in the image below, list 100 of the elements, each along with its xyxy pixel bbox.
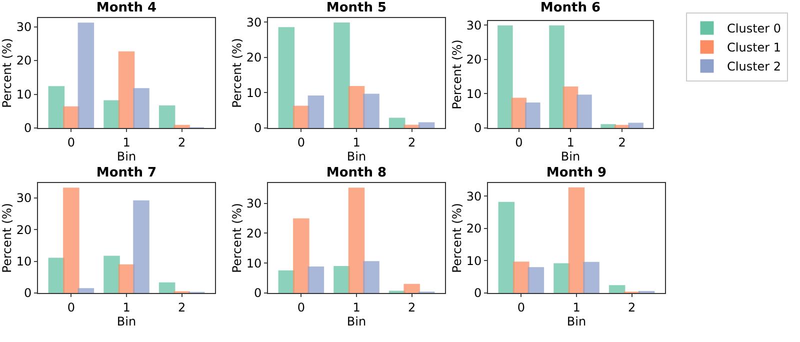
x-tick-label: 2 — [408, 135, 416, 150]
y-tick-label: 10 — [246, 86, 262, 100]
y-tick-label: 20 — [246, 226, 262, 240]
bar — [583, 262, 600, 293]
bar — [568, 187, 585, 293]
x-tick-label: 0 — [517, 300, 526, 314]
bar — [348, 86, 365, 128]
x-tick-label: 2 — [178, 300, 186, 314]
legend-label: Cluster 1 — [727, 40, 782, 55]
y-tick-label: 0 — [474, 286, 482, 300]
x-tick-label: 2 — [618, 135, 626, 150]
bar — [334, 266, 350, 293]
y-tick-label: 0 — [254, 121, 262, 136]
bar — [608, 285, 626, 293]
y-tick-label: 20 — [246, 50, 262, 65]
x-axis-title: Bin — [116, 149, 136, 164]
chart-title: Month 5 — [326, 0, 387, 16]
x-tick-label: 0 — [297, 300, 306, 314]
bar — [293, 218, 310, 293]
y-tick-label: 0 — [24, 121, 32, 136]
bar — [278, 270, 295, 293]
bar — [133, 88, 150, 128]
y-tick-label: 0 — [474, 121, 482, 136]
y-axis-title: Percent (%) — [0, 203, 14, 273]
chart-title: Month 9 — [546, 166, 607, 181]
x-tick-label: 0 — [297, 135, 306, 150]
y-tick-label: 20 — [466, 52, 482, 67]
y-axis-title: Percent (%) — [230, 38, 244, 108]
bar — [600, 124, 616, 128]
bar — [78, 22, 94, 128]
y-axis-title: Percent (%) — [230, 203, 244, 273]
y-tick-label: 10 — [466, 254, 482, 268]
chart-title: Month 6 — [540, 0, 601, 16]
y-tick-label: 20 — [16, 54, 32, 68]
x-tick-label: 1 — [122, 300, 130, 314]
y-tick-label: 30 — [466, 18, 482, 32]
bar — [63, 188, 80, 293]
bar — [174, 124, 190, 128]
bar — [48, 258, 65, 293]
y-tick-label: 30 — [246, 15, 262, 30]
bar — [388, 118, 406, 128]
bar — [293, 106, 310, 128]
y-axis-title: Percent (%) — [450, 203, 464, 273]
bar — [133, 200, 150, 293]
x-tick-label: 2 — [408, 300, 416, 314]
y-tick-label: 10 — [466, 86, 482, 101]
y-tick-label: 30 — [466, 189, 482, 204]
legend-label: Cluster 0 — [727, 22, 782, 36]
x-tick-label: 1 — [352, 135, 360, 150]
y-tick-label: 30 — [16, 20, 32, 34]
bar — [525, 102, 540, 128]
x-tick-label: 1 — [566, 135, 574, 150]
bar — [498, 25, 513, 128]
chart-title: Month 8 — [326, 166, 387, 181]
y-axis-title: Percent (%) — [0, 38, 14, 108]
x-axis-title: Bin — [346, 149, 366, 164]
x-tick-label: 2 — [628, 300, 636, 314]
bar — [576, 94, 592, 128]
bar — [404, 284, 420, 293]
bar — [78, 288, 94, 293]
x-axis-title: Bin — [116, 314, 136, 328]
bar — [158, 282, 176, 293]
bar — [363, 261, 380, 293]
y-tick-label: 10 — [16, 254, 32, 268]
bar — [118, 51, 135, 128]
bar — [348, 188, 365, 293]
chart-title: Month 4 — [96, 0, 157, 16]
bar — [511, 98, 527, 128]
bar — [554, 263, 570, 293]
bar — [562, 86, 578, 128]
bar — [628, 122, 644, 128]
bar — [104, 100, 120, 128]
y-tick-label: 20 — [16, 222, 32, 237]
bar — [513, 262, 530, 293]
bar — [104, 256, 120, 293]
x-tick-label: 2 — [178, 135, 186, 150]
bar — [308, 96, 324, 128]
bar — [418, 122, 435, 128]
y-tick-label: 10 — [16, 87, 32, 102]
y-tick-label: 0 — [254, 286, 262, 300]
x-axis-title: Bin — [560, 149, 580, 164]
y-tick-label: 30 — [246, 196, 262, 211]
bar — [278, 27, 295, 128]
x-axis-title: Bin — [346, 314, 366, 328]
x-tick-label: 1 — [122, 135, 130, 150]
bar — [528, 267, 544, 293]
x-tick-label: 0 — [515, 135, 523, 150]
bar — [308, 266, 324, 293]
x-tick-label: 1 — [352, 300, 360, 314]
bar — [334, 22, 350, 128]
bar — [48, 86, 65, 128]
bar — [158, 105, 176, 128]
bar — [63, 106, 80, 128]
bar — [363, 94, 380, 128]
y-tick-label: 10 — [246, 256, 262, 270]
bar — [549, 25, 564, 128]
legend-label: Cluster 2 — [727, 60, 782, 74]
x-tick-label: 0 — [67, 135, 76, 150]
x-axis-title: Bin — [566, 314, 586, 328]
chart-title: Month 7 — [96, 166, 157, 181]
